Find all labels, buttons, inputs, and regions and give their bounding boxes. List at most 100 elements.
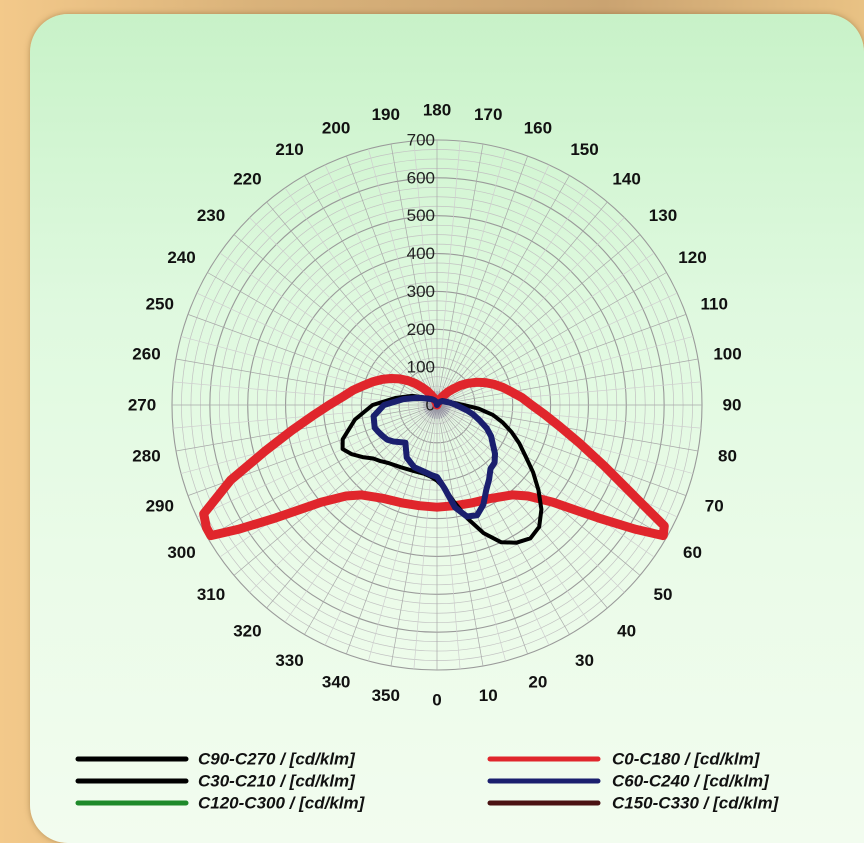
angle-tick-label: 110 <box>700 295 727 314</box>
grid-spoke <box>346 404 438 655</box>
legend-label: C30-C210 / [cd/klm] <box>198 772 356 791</box>
angle-tick-label: 210 <box>275 140 303 159</box>
angle-tick-label: 350 <box>372 686 400 705</box>
angle-tick-label: 90 <box>723 396 742 415</box>
grid-spoke <box>436 404 484 667</box>
angle-tick-label: 30 <box>575 651 594 670</box>
angle-tick-label: 100 <box>713 344 741 363</box>
grid-spoke <box>436 164 550 406</box>
grid-spoke <box>196 404 438 518</box>
series-line-2 <box>370 394 498 520</box>
radial-tick-labels: 0 100 200 300 400 500 600 700 <box>407 131 435 415</box>
grid-spoke <box>436 143 484 406</box>
angle-tick-label: 260 <box>132 344 160 363</box>
grid-spoke <box>436 404 608 609</box>
angle-tick-label: 160 <box>524 118 552 137</box>
grid-spoke <box>436 217 625 406</box>
grid-spoke <box>436 404 655 558</box>
angle-tick-label: 60 <box>683 543 702 562</box>
grid-spoke <box>368 404 438 662</box>
grid-spoke <box>436 404 570 635</box>
angle-tick-label: 230 <box>197 206 225 225</box>
angle-tick-label: 20 <box>528 673 547 692</box>
radial-tick-label: 700 <box>407 131 435 150</box>
grid-spoke <box>346 155 438 406</box>
grid-spoke <box>436 358 699 406</box>
angle-tick-label: 330 <box>275 651 303 670</box>
grid-spoke <box>180 336 438 406</box>
grid-spoke <box>304 175 438 406</box>
grid-spoke <box>219 404 438 558</box>
angle-tick-label: 170 <box>474 105 502 124</box>
angle-tick-label: 220 <box>233 170 261 189</box>
legend-label: C150-C330 / [cd/klm] <box>612 794 780 813</box>
angle-tick-label: 40 <box>617 621 636 640</box>
angle-tick-label: 300 <box>167 543 195 562</box>
grid-spoke <box>304 404 438 635</box>
grid-spoke <box>436 155 528 406</box>
grid-spoke <box>436 404 461 670</box>
grid-spoke <box>436 148 506 406</box>
grid-spoke <box>249 217 438 406</box>
grid-spoke <box>436 175 570 406</box>
radial-tick-label: 0 <box>426 396 435 415</box>
grid-spoke <box>436 314 687 406</box>
angle-tick-label: 320 <box>233 621 261 640</box>
grid-spoke <box>436 140 461 406</box>
grid-spoke <box>324 404 438 646</box>
angle-tick-label: 130 <box>649 206 677 225</box>
grid-spoke <box>390 143 438 406</box>
grid-spoke <box>207 404 438 538</box>
grid-spoke <box>413 404 438 670</box>
grid-spoke <box>368 148 438 406</box>
data-series <box>199 374 669 545</box>
angle-tick-label: 310 <box>197 585 225 604</box>
angle-tick-label: 0 <box>432 691 441 710</box>
angle-tick-label: 250 <box>146 295 174 314</box>
angle-tick-label: 80 <box>718 447 737 466</box>
grid-spoke <box>180 404 438 474</box>
grid-spoke <box>436 404 590 623</box>
radial-tick-label: 500 <box>407 206 435 225</box>
grid-spoke <box>266 404 438 609</box>
legend: C90-C270 / [cd/klm] C0-C180 / [cd/klm] C30… <box>75 750 780 813</box>
grid-spoke <box>436 187 590 406</box>
angle-tick-label: 150 <box>570 140 598 159</box>
angle-tick-label: 240 <box>167 248 195 267</box>
legend-label: C0-C180 / [cd/klm] <box>612 750 761 769</box>
legend-label: C60-C240 / [cd/klm] <box>612 772 770 791</box>
grid-spoke <box>284 404 438 623</box>
angle-tick-label: 280 <box>132 447 160 466</box>
grid-spoke <box>436 201 608 406</box>
grid-spoke <box>436 404 667 538</box>
radial-tick-label: 300 <box>407 282 435 301</box>
angle-tick-label: 200 <box>322 118 350 137</box>
angle-tick-label: 190 <box>372 105 400 124</box>
grid-spoke <box>175 404 438 452</box>
angle-tick-label: 270 <box>128 396 156 415</box>
grid-spoke <box>436 404 550 646</box>
chart-panel <box>30 14 864 843</box>
radial-tick-label: 200 <box>407 320 435 339</box>
angle-tick-label: 290 <box>146 496 174 515</box>
angle-tick-label: 50 <box>654 585 673 604</box>
grid-spoke <box>187 314 438 406</box>
angle-tick-label: 70 <box>705 496 724 515</box>
angle-tick-label: 140 <box>612 170 640 189</box>
radial-tick-label: 600 <box>407 168 435 187</box>
angle-tick-label: 180 <box>423 101 451 120</box>
polar-grid <box>171 139 703 671</box>
radial-tick-label: 100 <box>407 358 435 377</box>
grid-spoke <box>324 164 438 406</box>
legend-label: C120-C300 / [cd/klm] <box>198 794 366 813</box>
angle-tick-labels: 0 10 20 30 40 50 60 70 80 90 100 110 120 130 140 150 160… <box>128 101 742 710</box>
grid-spoke <box>436 404 506 662</box>
grid-spoke <box>390 404 438 667</box>
radial-tick-label: 400 <box>407 244 435 263</box>
angle-tick-label: 340 <box>322 673 350 692</box>
grid-spoke <box>436 381 702 406</box>
angle-tick-label: 10 <box>479 686 498 705</box>
grid-spoke <box>284 187 438 406</box>
grid-spoke <box>233 404 438 576</box>
